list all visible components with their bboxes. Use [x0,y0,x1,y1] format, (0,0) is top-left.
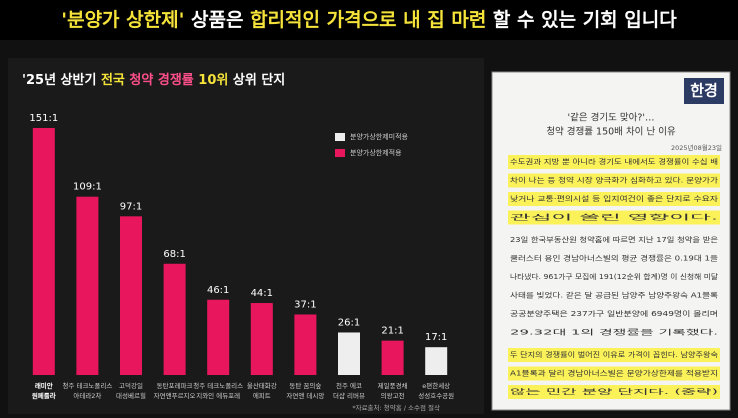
chart-title-part: 상위 단지 [228,72,285,88]
value-label: 44:1 [251,288,273,299]
x-tick-label-text: 원페를라 [32,391,56,400]
header-title-part: 할 수 있는 기회 입니다 [486,8,677,31]
x-tick-label: 청주 테크노폴리스 아테라2차 [62,381,112,400]
article-headline: '같은 경기도 맞아?'… [568,112,655,124]
bar [76,196,99,375]
bar [294,314,317,375]
article-line: 두 단지의 경쟁률이 벌어진 이유로 가격이 꼽힌다. 남양주왕숙 [510,350,719,359]
x-tick-label-text: 제일풍경채 [378,381,408,390]
legend-label: 분양가상한제적용 [350,148,402,157]
x-tick-label: 제일풍경채 의왕고천 [378,381,408,400]
highlight [508,192,720,206]
x-tick-label: 래미안 원페를라 [32,381,56,400]
highlight [508,173,720,188]
highlight [508,210,720,225]
logo: 한경 [690,82,718,100]
article-line: 쿨러스터 용인 경남아너스빌의 평균 경쟁률은 0.19대 1을 [510,254,719,263]
value-label: 46:1 [207,285,229,296]
x-tick-label-text: 동탄포레파크 [157,381,193,390]
x-tick-label-text: 의왕고천 [381,391,405,400]
x-tick-label-text: 울산태화강 [247,381,277,390]
chart-title-part: 청약 경쟁률 [125,72,198,88]
header-bar [0,0,738,40]
article-line: 23일 한국부동산원 청약홈에 따르면 지난 17일 청약을 받은 [510,235,719,244]
legend-swatch [335,149,345,157]
x-tick-label-text: 더샵 리버뷰 [333,391,365,400]
article-line: 사태를 빚었다. 같은 달 공급된 남양주 남양주왕숙 A1블록 [510,291,719,300]
x-tick-label-text: 지와인 에듀포레 [196,391,240,400]
source-note: *자료출처: 청약홈 / 소수점 절삭 [352,403,440,412]
value-label: 97:1 [120,201,142,212]
legend-swatch [335,133,345,141]
x-tick-label: 고덕강일 대성베르힐 [116,381,146,400]
x-tick-label-text: 래미안 [35,381,53,390]
x-tick-label-text: 대성베르힐 [116,391,146,400]
x-tick-label-text: 동탄 꿈의숲 [289,381,321,390]
header-title-part: '분양가 상한제' [61,9,184,31]
highlight [508,366,720,381]
x-tick-label: 울산태화강 에피트 [247,381,277,400]
x-tick-label: 청주 테크노폴리스 지와인 에듀포레 [193,381,243,400]
x-tick-label: 동탄포레파크 자연앤푸르지오 [154,381,196,400]
x-tick-label-text: 아테라2차 [73,391,101,400]
article-line: 수도권과 지방 뿐 아니라 경기도 내에서도 경쟁률이 수십 배 [510,157,718,166]
x-tick-label-text: 청주 테크노폴리스 [62,381,112,390]
chart-title-part: '25년 상반기 [22,72,101,88]
bar [381,340,404,375]
x-tick-label-text: 성성호수공원 [418,391,454,400]
value-label: 109:1 [73,182,102,193]
bar [338,332,360,375]
x-tick-label: 동탄 꿈의숲 자연앤 데시앙 [286,381,324,400]
logo-box [684,78,724,104]
header-title-part: 합리적인 가격으로 내 집 마련 [250,9,486,31]
article-line: 차이 나는 등 청약 시장 양극화가 심화하고 있다. 분양가가 [510,176,719,185]
article-line: 낮거나 교통·편의시설 등 입지여건이 좋은 단지로 수요자 [510,194,719,203]
chart-title-part: 10위 [198,73,228,88]
value-label: 151:1 [29,113,58,124]
article-line: 않는 민간 분양 단지다. (중략) [510,387,719,396]
article-date: 2025년08월23일 [671,143,722,152]
chart-title: '25년 상반기 전국 청약 경쟁률 10위 상위 단지 [22,72,285,88]
bar [120,216,142,375]
x-tick-label-text: 청주 테크노폴리스 [193,381,243,390]
x-tick-label-text: 자연앤 데시앙 [286,391,324,400]
chart-title-part: 전국 [101,72,125,88]
bar [32,128,55,375]
article-line: 나타냈다. 961가구 모집에 191(12순위 합계)명 이 신청해 미달 [510,272,719,281]
value-label: 21:1 [381,326,403,337]
article-headline: 청약 경쟁률 150배 차이 난 이유 [546,126,676,138]
article-line: 관심이 쏠린 영향이다. [510,213,718,222]
x-tick-label-text: 자연앤푸르지오 [154,391,196,400]
x-tick-label-text: 에피트 [253,391,271,400]
value-label: 17:1 [425,332,447,343]
bar [163,263,186,375]
header-title: '분양가 상한제' 상품은 합리적인 가격으로 내 집 마련 할 수 있는 기회… [61,8,677,31]
legend-label: 분양가상한제미적용 [350,132,409,141]
bar [250,303,273,375]
value-label: 37:1 [294,299,316,310]
bar [425,347,448,375]
x-tick-label: e편한세상 성성호수공원 [418,381,454,400]
x-tick-label-text: 천주 에코 [336,381,362,390]
article-line: 공공분양주택은 237가구 일반분양에 6949명이 몰리며 [510,309,718,318]
value-label: 26:1 [338,317,360,328]
x-tick-label: 천주 에코 더샵 리버뷰 [333,381,365,400]
x-tick-label-text: 고덕강일 [119,381,143,390]
header-title-part: 상품은 [184,9,250,31]
x-tick-label-text: e편한세상 [422,381,450,390]
article-line: A1블록과 달리 경남아너스빌은 분양가상한제를 적용받지 [510,369,718,378]
value-label: 68:1 [163,249,185,260]
highlight [508,348,720,362]
highlight [508,385,720,399]
article-line: 29.32대 1의 경쟁률을 기록했다. [510,328,718,337]
bar [207,299,230,375]
highlight [508,155,720,169]
